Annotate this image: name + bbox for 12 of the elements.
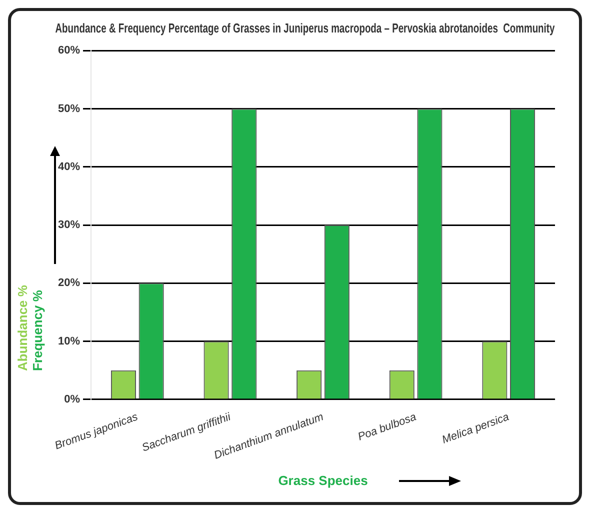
- y-tick-label: 0%: [64, 394, 80, 406]
- y-tick-label: 40%: [58, 160, 80, 173]
- x-tick-label: Poa bulbosa: [356, 411, 418, 444]
- y-tick-label: 30%: [58, 219, 80, 232]
- text: Frequency %: [30, 290, 45, 371]
- chart-title: Abundance & Frequency Percentage of Grasses in Juniperus macropoda – Pervoskia abrotanoides Community: [55, 22, 556, 36]
- y-tick-label: 20%: [58, 277, 80, 290]
- y-tick-label: 10%: [58, 335, 80, 348]
- y-tick-label: 50%: [58, 102, 80, 115]
- x-axis-title: Grass Species: [278, 472, 368, 488]
- text: Abundance %: [15, 285, 30, 371]
- y-tick-label: 60%: [58, 44, 80, 57]
